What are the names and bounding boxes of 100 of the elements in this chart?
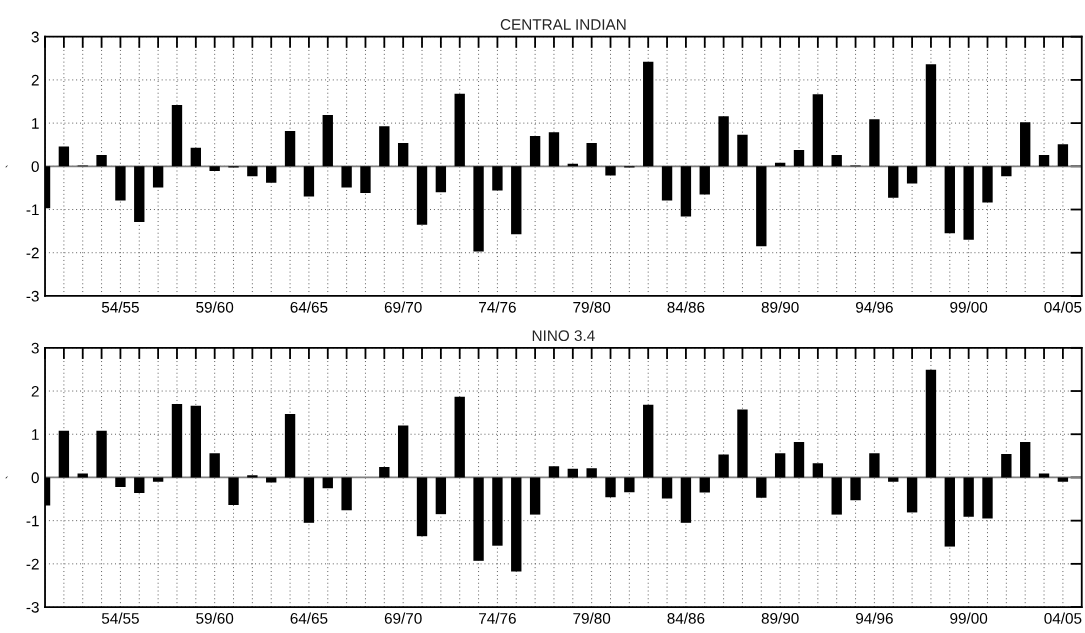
x-tick-label: 54/55 xyxy=(101,301,139,313)
bar xyxy=(963,166,974,240)
bar xyxy=(737,134,748,167)
bar xyxy=(284,413,296,478)
y-tick-label: 3 xyxy=(31,31,39,43)
bar xyxy=(793,149,805,167)
bar xyxy=(209,453,220,478)
bar xyxy=(812,463,824,478)
x-tick-label: 74/76 xyxy=(479,612,516,624)
bar xyxy=(831,155,842,167)
bar xyxy=(888,166,899,198)
bar xyxy=(190,147,202,167)
x-tick-label: 94/96 xyxy=(856,612,893,624)
bar xyxy=(1020,442,1031,478)
bar xyxy=(266,477,277,483)
x-tick-label: 64/65 xyxy=(290,612,328,624)
bar xyxy=(247,166,258,177)
bar xyxy=(341,477,352,511)
x-tick-label: 59/60 xyxy=(196,301,234,313)
y-axis-title: ` xyxy=(5,165,8,168)
bar xyxy=(134,166,145,223)
x-tick-label: 79/80 xyxy=(573,612,611,624)
bar xyxy=(1020,122,1031,167)
bar xyxy=(1038,155,1050,167)
x-tick-label: 04/05 xyxy=(1044,612,1082,624)
bar xyxy=(850,477,861,501)
y-tick-label: -2 xyxy=(26,247,39,259)
x-tick-label: 04/05 xyxy=(1044,301,1082,313)
bar xyxy=(831,477,842,515)
y-tick-label: 1 xyxy=(32,429,39,440)
y-tick-label: 0 xyxy=(31,161,39,173)
bar xyxy=(793,442,805,478)
bar xyxy=(906,477,918,513)
y-tick-label: 2 xyxy=(31,74,39,86)
bar xyxy=(756,477,767,498)
bar xyxy=(906,166,918,184)
bar xyxy=(492,166,503,191)
y-tick-label: -1 xyxy=(26,515,39,527)
y-tick-label: 2 xyxy=(31,385,39,397)
chart-title: NINO 3.4 xyxy=(532,330,595,342)
x-tick-label: 89/90 xyxy=(761,612,799,624)
bar xyxy=(397,142,409,167)
bar xyxy=(699,166,710,195)
bar xyxy=(247,475,258,478)
bar xyxy=(586,142,597,167)
bar xyxy=(1057,477,1069,482)
bar xyxy=(643,61,654,167)
bar xyxy=(869,119,880,167)
bar xyxy=(152,166,164,188)
bar xyxy=(492,477,503,546)
bar xyxy=(473,477,484,561)
x-tick-label: 89/90 xyxy=(761,301,799,313)
x-tick-label: 99/00 xyxy=(950,301,988,313)
bar xyxy=(774,453,786,478)
bar xyxy=(963,477,974,517)
bar xyxy=(341,166,352,188)
y-tick-label: -1 xyxy=(26,204,39,216)
bar xyxy=(360,166,371,194)
bar xyxy=(209,166,220,172)
bar xyxy=(416,477,428,537)
bar xyxy=(435,477,447,515)
bar xyxy=(605,166,616,176)
bar xyxy=(529,477,541,515)
bar xyxy=(925,369,937,478)
x-tick-label: 59/60 xyxy=(196,612,234,624)
y-tick-label: -3 xyxy=(26,601,39,613)
bar xyxy=(96,430,107,478)
bar xyxy=(511,477,522,572)
bar xyxy=(58,430,70,478)
bar xyxy=(379,126,390,167)
bar xyxy=(982,477,993,519)
bar xyxy=(435,166,447,193)
x-tick-label: 74/76 xyxy=(479,301,516,313)
x-tick-label: 84/86 xyxy=(667,301,705,313)
bar xyxy=(1001,166,1012,177)
bar xyxy=(397,425,409,478)
chart-title: CENTRAL INDIAN xyxy=(500,19,626,30)
bar xyxy=(303,166,315,197)
bar xyxy=(925,64,937,167)
bar xyxy=(586,468,597,478)
x-tick-label: 54/55 xyxy=(101,612,139,624)
bar xyxy=(454,93,465,167)
bar xyxy=(680,477,692,523)
y-axis-title: ` xyxy=(5,476,8,479)
bar xyxy=(152,477,164,482)
bar xyxy=(454,396,465,478)
x-tick-label: 69/70 xyxy=(384,612,422,624)
x-tick-label: 64/65 xyxy=(290,301,328,313)
bar xyxy=(888,477,899,482)
bar xyxy=(115,477,126,487)
bar xyxy=(605,477,616,498)
bar xyxy=(1057,144,1069,167)
bar xyxy=(379,467,390,478)
bar xyxy=(756,166,767,247)
bar xyxy=(718,454,729,478)
bar xyxy=(699,477,710,493)
y-tick-label: 1 xyxy=(32,118,39,129)
bar xyxy=(548,132,560,167)
bar xyxy=(322,114,333,167)
bar xyxy=(982,166,993,203)
